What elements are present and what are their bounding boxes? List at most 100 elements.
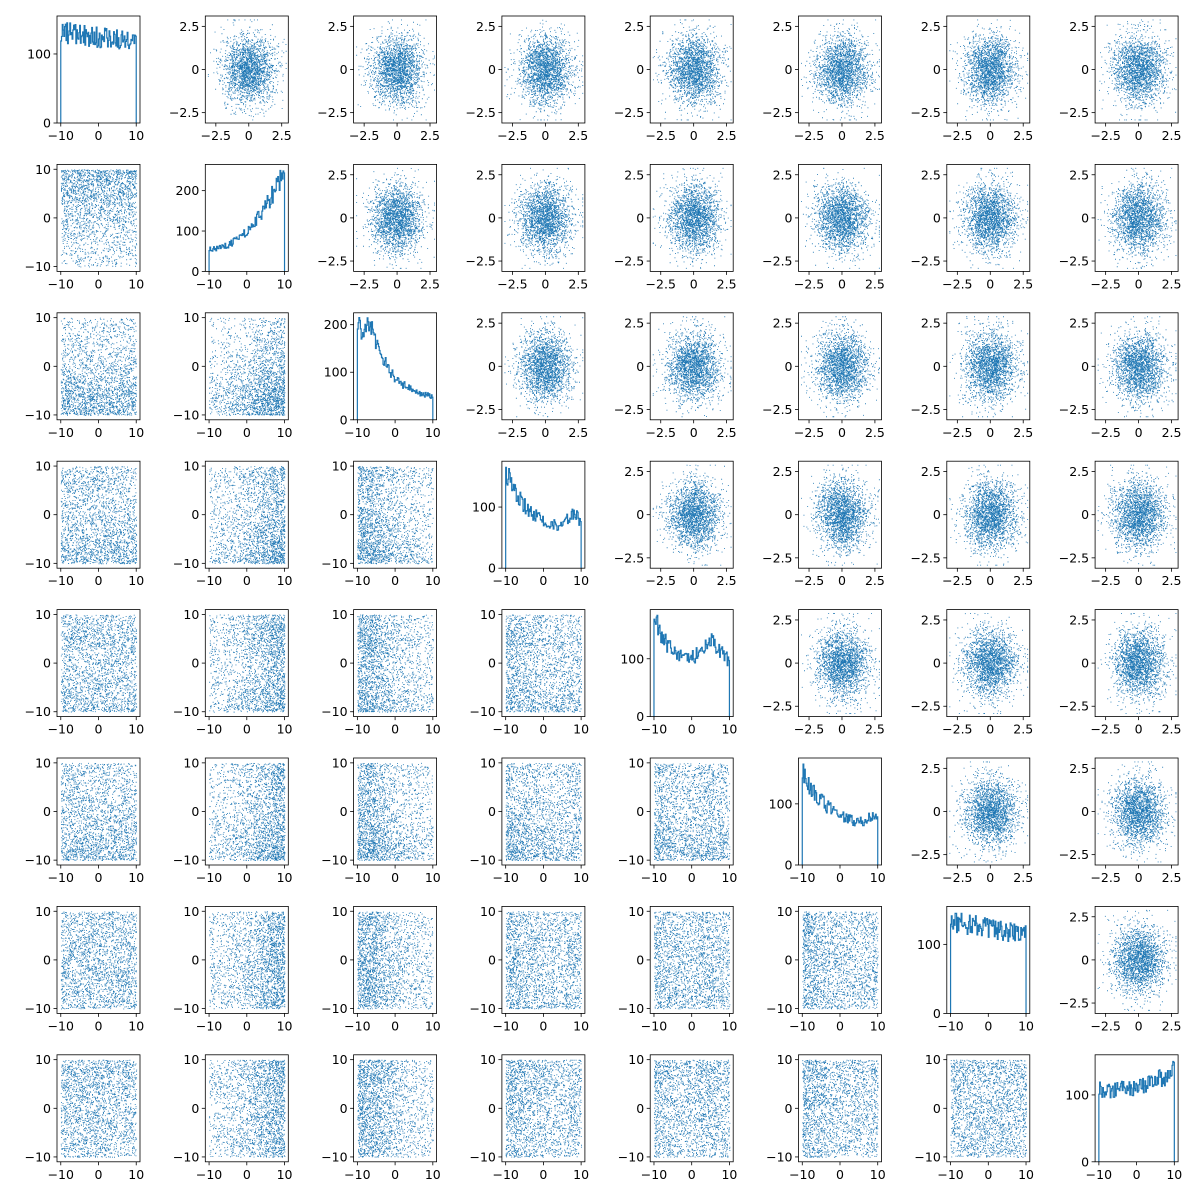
x-tick-label: 2.5 [272, 128, 292, 143]
x-tick-label: −2.5 [942, 425, 972, 440]
x-tick-label: 2.5 [1162, 1018, 1182, 1033]
x-tick-label: 10 [573, 1167, 589, 1182]
panel-r7-c6: −10 0 10 −10 0 10 [766, 904, 886, 1034]
y-tick-label: 100 [324, 365, 348, 380]
scatter-points [60, 1059, 138, 1158]
y-tick-label: 0 [636, 359, 644, 374]
x-tick-label: −10 [344, 573, 370, 588]
y-tick-label: −2.5 [466, 254, 496, 269]
y-tick-label: 0 [1081, 1154, 1089, 1169]
x-tick-label: −2.5 [1090, 276, 1120, 291]
x-tick-label: 0 [95, 276, 103, 291]
scatter-points [60, 614, 138, 713]
x-tick-label: 0 [541, 276, 549, 291]
x-tick-label: 0 [986, 128, 994, 143]
panel-r5-c3: −10 0 10 −10 0 10 [321, 607, 441, 737]
x-tick-label: −10 [641, 722, 667, 737]
x-tick-label: −10 [492, 1018, 518, 1033]
x-tick-label: 0 [95, 870, 103, 885]
x-tick-label: 0 [95, 1167, 103, 1182]
y-tick-label: −2.5 [169, 105, 199, 120]
x-tick-label: −10 [48, 870, 74, 885]
panel-r7-c4: −10 0 10 −10 0 10 [470, 904, 590, 1034]
y-tick-label: 100 [917, 937, 941, 952]
y-tick-label: 0 [43, 210, 51, 225]
y-tick-label: 0 [785, 62, 793, 77]
y-tick-label: 0 [785, 359, 793, 374]
x-tick-label: 0 [243, 722, 251, 737]
y-tick-label: −2.5 [910, 550, 940, 565]
y-tick-label: 2.5 [773, 612, 793, 627]
x-tick-label: −2.5 [646, 573, 676, 588]
y-tick-label: 0 [1081, 952, 1089, 967]
y-tick-label: 2.5 [921, 167, 941, 182]
y-tick-label: −2.5 [317, 105, 347, 120]
scatter-points [1097, 613, 1177, 714]
scatter-points [209, 762, 286, 861]
y-tick-label: −10 [470, 1001, 496, 1016]
x-tick-label: 0 [539, 870, 547, 885]
x-tick-label: −2.5 [497, 425, 527, 440]
x-tick-label: 10 [425, 573, 441, 588]
x-tick-label: 0 [688, 1167, 696, 1182]
x-tick-label: −2.5 [349, 128, 379, 143]
x-tick-label: 2.5 [1013, 573, 1033, 588]
y-tick-label: −2.5 [466, 402, 496, 417]
y-tick-label: 10 [332, 1052, 348, 1067]
y-tick-label: 2.5 [1069, 316, 1089, 331]
y-tick-label: 2.5 [921, 612, 941, 627]
x-tick-label: 0 [838, 128, 846, 143]
y-tick-label: 0 [43, 952, 51, 967]
x-tick-label: 10 [277, 1167, 293, 1182]
y-tick-label: −10 [173, 704, 199, 719]
x-tick-label: 10 [277, 425, 293, 440]
y-tick-label: 0 [191, 804, 199, 819]
scatter-points [654, 911, 731, 1010]
x-tick-label: −10 [48, 276, 74, 291]
x-tick-label: −2.5 [1090, 1018, 1120, 1033]
panel-r3-c7: −2.5 0 2.5 −2.5 0 2.5 [910, 312, 1033, 440]
y-tick-label: 2.5 [624, 464, 644, 479]
y-tick-label: 2.5 [921, 464, 941, 479]
x-tick-label: 0 [243, 1167, 251, 1182]
scatter-points [356, 19, 435, 121]
x-tick-label: −10 [789, 1018, 815, 1033]
scatter-points [505, 911, 582, 1010]
scatter-points [801, 316, 880, 418]
x-tick-label: 0 [391, 1018, 399, 1033]
panel-r3-c8: −2.5 0 2.5 −2.5 0 2.5 [1059, 312, 1181, 440]
y-tick-label: 0 [488, 952, 496, 967]
histogram-step-line [949, 912, 1027, 1014]
y-tick-label: 10 [628, 755, 644, 770]
y-tick-label: −10 [173, 407, 199, 422]
x-tick-label: 2.5 [717, 276, 737, 291]
panel-r4-c6: −2.5 0 2.5 −2.5 0 2.5 [762, 460, 885, 588]
y-tick-label: 10 [332, 755, 348, 770]
y-tick-label: 2.5 [624, 19, 644, 34]
x-tick-label: −2.5 [1090, 722, 1120, 737]
x-tick-label: 10 [573, 1018, 589, 1033]
x-tick-label: 0 [539, 573, 547, 588]
y-tick-label: −10 [321, 1001, 347, 1016]
scatter-points [801, 464, 880, 566]
x-tick-label: 0 [986, 722, 994, 737]
x-tick-label: 10 [277, 276, 293, 291]
x-tick-label: 2.5 [1162, 276, 1182, 291]
x-tick-label: −2.5 [794, 722, 824, 737]
x-tick-label: 10 [425, 722, 441, 737]
x-tick-label: 0 [688, 870, 696, 885]
x-tick-label: −10 [641, 1167, 667, 1182]
x-tick-label: 10 [277, 573, 293, 588]
x-tick-label: −10 [937, 1167, 963, 1182]
y-tick-label: 10 [628, 904, 644, 919]
panel-r3-c6: −2.5 0 2.5 −2.5 0 2.5 [762, 312, 885, 440]
x-tick-label: 0 [391, 722, 399, 737]
y-tick-label: 2.5 [476, 19, 496, 34]
x-tick-label: 10 [277, 722, 293, 737]
scatter-points [652, 316, 732, 418]
y-tick-label: 0 [785, 1101, 793, 1116]
scatter-points [209, 614, 286, 713]
histogram-step-line [356, 316, 434, 420]
